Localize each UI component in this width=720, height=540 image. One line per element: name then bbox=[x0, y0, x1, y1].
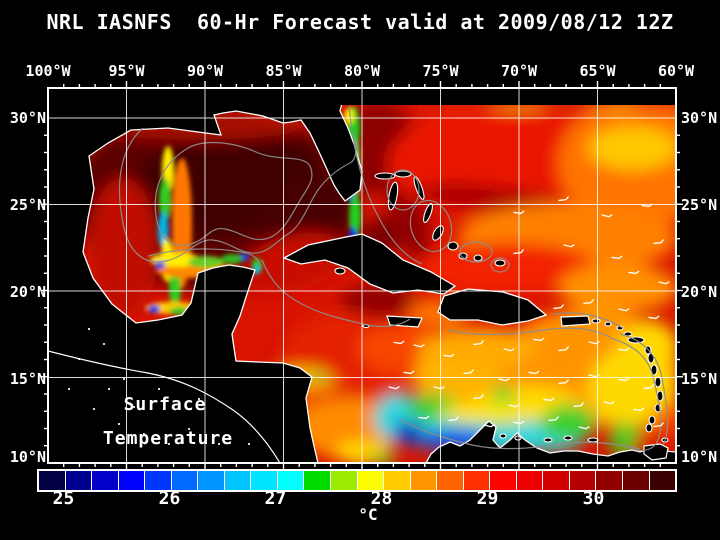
colorbar-cell-23 bbox=[649, 471, 676, 490]
sst-map-svg bbox=[41, 81, 683, 470]
trinidad-land bbox=[643, 443, 669, 461]
right-axis-label-30N: 30°N bbox=[681, 109, 718, 127]
land-speckles bbox=[68, 328, 250, 445]
colorbar-cell-22 bbox=[623, 471, 649, 490]
colorbar-label-29: 29 bbox=[476, 488, 499, 509]
pacific-coastline bbox=[48, 350, 281, 463]
bathymetry-contours bbox=[118, 105, 669, 451]
left-axis-label-15N: 15°N bbox=[9, 370, 46, 388]
left-axis-label-10N: 10°N bbox=[9, 448, 46, 466]
right-axis-label-15N: 15°N bbox=[681, 370, 718, 388]
colorbar-label-25: 25 bbox=[52, 488, 75, 509]
lon-label-70W: 70°W bbox=[500, 62, 538, 80]
colorbar-cell-16 bbox=[463, 471, 490, 490]
colorbar-cell-7 bbox=[224, 471, 251, 490]
overlay-label-temperature: Temperature bbox=[102, 428, 234, 449]
overlay-label-surface: Surface bbox=[123, 394, 207, 415]
colorbar-unit: °C bbox=[358, 505, 378, 524]
left-axis-label-25N: 25°N bbox=[9, 196, 46, 214]
colorbar-cell-12 bbox=[357, 471, 384, 490]
colorbar-cell-17 bbox=[490, 471, 516, 490]
colorbar-cell-20 bbox=[569, 471, 596, 490]
colorbar-cell-19 bbox=[543, 471, 569, 490]
right-axis-label-20N: 20°N bbox=[681, 283, 718, 301]
colorbar-cell-0 bbox=[39, 471, 65, 490]
colorbar-cell-21 bbox=[596, 471, 623, 490]
colorbar-cell-8 bbox=[251, 471, 277, 490]
wind-barbs bbox=[388, 196, 670, 430]
colorbar-cell-18 bbox=[516, 471, 543, 490]
colorbar-label-30: 30 bbox=[582, 488, 605, 509]
colorbar-cell-9 bbox=[277, 471, 304, 490]
lon-label-85W: 85°W bbox=[265, 62, 302, 80]
puerto-rico-land bbox=[560, 315, 591, 327]
colorbar-label-26: 26 bbox=[158, 488, 181, 509]
right-axis-label-10N: 10°N bbox=[681, 448, 718, 466]
colorbar-cell-11 bbox=[331, 471, 357, 490]
graticule-gridlines bbox=[48, 88, 676, 463]
lon-label-100W: 100°W bbox=[25, 62, 71, 80]
axis-tick-marks bbox=[41, 81, 683, 470]
lon-label-95W: 95°W bbox=[108, 62, 145, 80]
lon-label-60W: 60°W bbox=[657, 62, 695, 80]
colorbar-cell-10 bbox=[304, 471, 331, 490]
lon-label-90W: 90°W bbox=[186, 62, 224, 80]
temperature-colorbar bbox=[37, 469, 677, 492]
colorbar-cell-3 bbox=[118, 471, 145, 490]
left-axis-label-30N: 30°N bbox=[9, 109, 46, 127]
colorbar-cell-2 bbox=[92, 471, 118, 490]
colorbar-cell-4 bbox=[145, 471, 171, 490]
colorbar-cell-14 bbox=[410, 471, 437, 490]
lon-label-65W: 65°W bbox=[579, 62, 616, 80]
colorbar-cell-6 bbox=[198, 471, 224, 490]
right-axis-label-25N: 25°N bbox=[681, 196, 718, 214]
colorbar-label-27: 27 bbox=[264, 488, 287, 509]
colorbar-label-28: 28 bbox=[370, 488, 393, 509]
colorbar-cell-15 bbox=[437, 471, 463, 490]
colorbar-cell-1 bbox=[65, 471, 92, 490]
colorbar-cell-13 bbox=[384, 471, 410, 490]
cuba-land bbox=[282, 233, 457, 295]
page-title: NRL IASNFS 60-Hr Forecast valid at 2009/… bbox=[46, 10, 674, 34]
colorbar-cell-5 bbox=[171, 471, 198, 490]
lon-label-80W: 80°W bbox=[343, 62, 381, 80]
lon-label-75W: 75°W bbox=[422, 62, 459, 80]
left-axis-label-20N: 20°N bbox=[9, 283, 46, 301]
